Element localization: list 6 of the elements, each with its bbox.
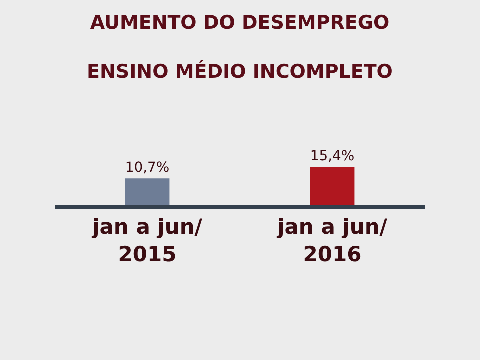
chart-title: AUMENTO DO DESEMPREGO [90,12,390,34]
x-tick-label: jan a jun/ 2015 [92,215,203,266]
x-tick-label: jan a jun/ 2016 [276,215,388,266]
data-label: 10,7% [125,160,170,176]
chart-subtitle: ENSINO MÉDIO INCOMPLETO [87,60,393,84]
data-label: 15,4% [310,148,355,165]
